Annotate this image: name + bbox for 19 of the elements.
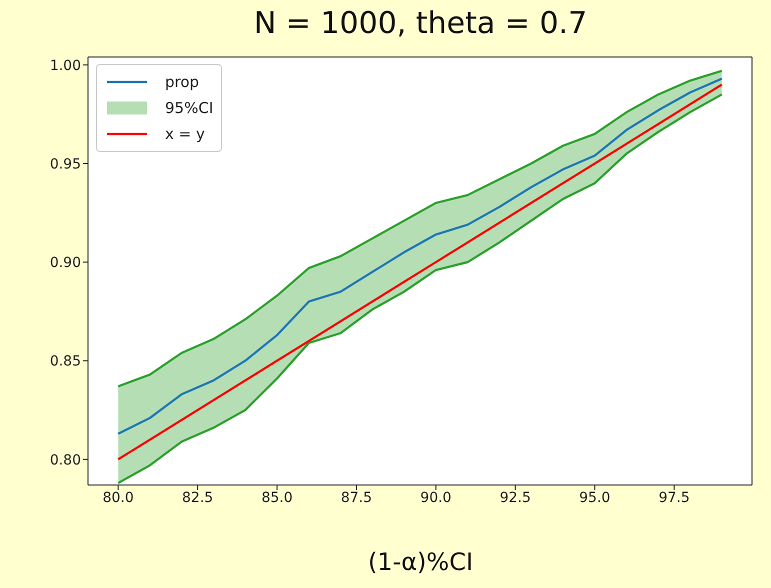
y-tick-label: 0.95 <box>50 156 81 172</box>
chart-title: N = 1000, theta = 0.7 <box>252 6 588 41</box>
x-tick-label: 90.0 <box>420 490 452 506</box>
y-tick-label: 0.90 <box>50 255 81 272</box>
x-tick-label: 85.0 <box>261 490 293 506</box>
x-tick-label: 87.5 <box>340 490 372 506</box>
legend-label: 95%CI <box>165 99 214 117</box>
y-tick-label: 0.80 <box>50 452 81 468</box>
x-tick-label: 92.5 <box>500 490 531 506</box>
line-series <box>117 70 723 388</box>
x-tick-label: 97.5 <box>658 490 690 506</box>
legend-label: prop <box>165 73 200 91</box>
legend-label: x = y <box>165 125 205 143</box>
y-tick-label: 1.00 <box>50 58 81 74</box>
x-tick-label: 80.0 <box>102 490 134 506</box>
y-tick-label: 0.85 <box>50 354 81 370</box>
x-axis-title: (1-α)%CI <box>366 548 474 576</box>
x-tick-label: 95.0 <box>579 490 610 506</box>
x-tick-label: 82.5 <box>182 490 214 506</box>
